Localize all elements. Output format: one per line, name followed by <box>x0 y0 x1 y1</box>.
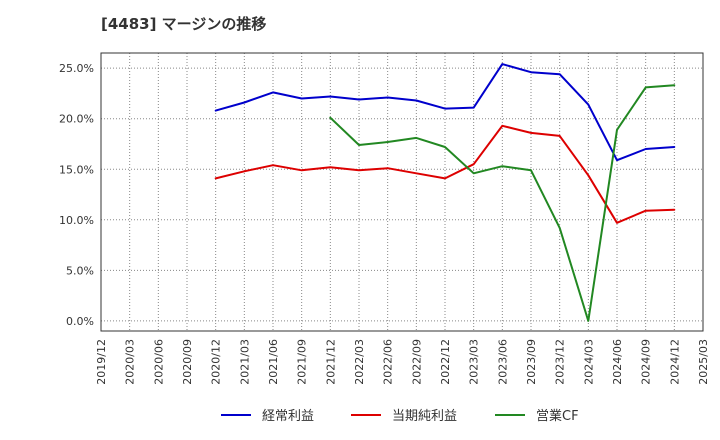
x-tick-label: 2020/09 <box>181 339 194 385</box>
grid-lines <box>101 53 703 331</box>
x-tick-label: 2024/09 <box>640 339 653 385</box>
y-tick-label: 25.0% <box>59 62 94 75</box>
series-line-当期純利益 <box>214 124 676 224</box>
chart-title: [4483] マージンの推移 <box>101 15 267 33</box>
x-tick-label: 2023/03 <box>468 339 481 385</box>
series-line-経常利益 <box>214 63 676 162</box>
x-tick-label: 2024/03 <box>582 339 595 385</box>
y-tick-label: 10.0% <box>59 214 94 227</box>
legend: 経常利益 当期純利益 営業CF <box>221 408 579 424</box>
x-tick-label: 2021/12 <box>324 339 337 385</box>
x-tick-label: 2020/06 <box>152 339 165 385</box>
plot-area <box>101 53 703 331</box>
plot-border <box>100 52 704 332</box>
plot-background <box>101 53 703 331</box>
y-tick-label: 5.0% <box>66 264 94 277</box>
x-tick-label: 2022/03 <box>353 339 366 385</box>
legend-label: 営業CF <box>536 408 579 424</box>
x-tick-label: 2020/12 <box>210 339 223 385</box>
x-tick-label: 2022/06 <box>382 339 395 385</box>
x-tick-label: 2021/09 <box>296 339 309 385</box>
x-tick-label: 2020/03 <box>124 339 137 385</box>
legend-label: 当期純利益 <box>392 409 457 424</box>
x-tick-label: 2019/12 <box>95 339 108 385</box>
x-tick-label: 2021/03 <box>238 339 251 385</box>
x-tick-label: 2024/12 <box>668 339 681 385</box>
x-tick-label: 2023/12 <box>554 339 567 385</box>
x-tick-label: 2025/03 <box>697 339 710 385</box>
x-tick-label: 2023/06 <box>496 339 509 385</box>
series-lines <box>214 63 676 322</box>
y-tick-label: 20.0% <box>59 113 94 126</box>
x-tick-label: 2022/09 <box>410 339 423 385</box>
x-tick-label: 2023/09 <box>525 339 538 385</box>
series-line-営業CF <box>329 84 676 322</box>
x-tick-label: 2021/06 <box>267 339 280 385</box>
x-tick-label: 2024/06 <box>611 339 624 385</box>
y-tick-label: 15.0% <box>59 163 94 176</box>
legend-label: 経常利益 <box>262 409 314 424</box>
y-tick-label: 0.0% <box>66 315 94 328</box>
axes: 0.0% 5.0% 10.0% 15.0% 20.0% 25.0% 2019/12 2020/… <box>59 52 710 385</box>
x-tick-label: 2022/12 <box>439 339 452 385</box>
